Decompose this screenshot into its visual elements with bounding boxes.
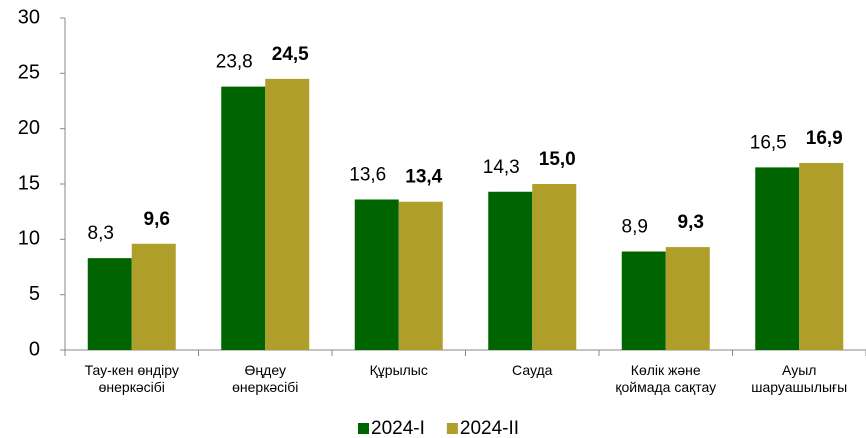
x-tick-label: Құрылыс — [369, 362, 428, 378]
data-label: 16,5 — [750, 132, 787, 153]
legend-swatch — [446, 423, 458, 434]
x-tick-label: Өңдеу өнеркәсібі — [232, 362, 299, 395]
bar — [755, 167, 800, 350]
y-tick-label: 0 — [29, 338, 40, 360]
bar — [354, 199, 399, 350]
bar — [532, 184, 577, 350]
x-tick-label: Көлік және қоймада сақтау — [615, 362, 717, 395]
bar — [221, 86, 266, 350]
data-label: 16,9 — [806, 128, 843, 149]
bar — [665, 247, 710, 350]
y-tick-label: 25 — [18, 62, 40, 84]
bar — [398, 201, 443, 350]
x-tick-label: Ауыл шаруашылығы — [751, 362, 848, 395]
data-label: 24,5 — [272, 44, 309, 65]
data-label: 8,3 — [88, 223, 114, 244]
bar — [131, 243, 176, 350]
x-tick-label: Тау-кен өндіру өнеркәсібі — [84, 362, 179, 395]
data-label: 13,4 — [405, 167, 442, 188]
legend-label: 2024-II — [460, 418, 519, 438]
bar — [488, 191, 533, 350]
data-label: 9,3 — [678, 212, 704, 233]
legend-swatch — [358, 423, 369, 434]
y-tick-label: 10 — [18, 228, 40, 250]
y-tick-label: 20 — [18, 117, 40, 139]
bar — [799, 162, 844, 350]
legend-label: 2024-I — [371, 418, 425, 438]
y-tick-label: 30 — [18, 6, 40, 28]
data-label: 23,8 — [216, 52, 253, 73]
data-label: 13,6 — [349, 165, 386, 186]
data-label: 9,6 — [144, 209, 170, 230]
data-label: 14,3 — [483, 157, 520, 178]
data-label: 15,0 — [539, 149, 576, 170]
x-tick-label: Сауда — [512, 362, 553, 378]
bar — [265, 78, 310, 350]
y-tick-label: 5 — [29, 283, 40, 305]
bar — [621, 251, 666, 350]
data-label: 8,9 — [622, 217, 648, 238]
bar — [87, 258, 132, 350]
y-tick-label: 15 — [18, 172, 40, 194]
